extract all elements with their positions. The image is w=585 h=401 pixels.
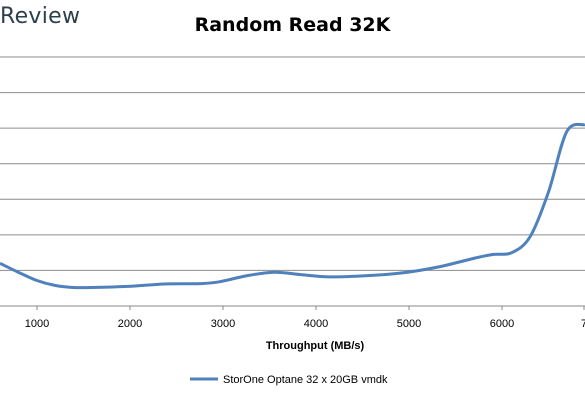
gridlines [0,56,585,307]
chart-title: Random Read 32K [0,14,585,36]
x-tick-label: 2000 [118,318,142,330]
x-tick-label: 3000 [211,318,235,330]
x-axis-label: Throughput (MB/s) [266,340,365,352]
legend-label: StorOne Optane 32 x 20GB vmdk [223,374,388,386]
chart-title-text: Random Read 32K [194,14,391,36]
x-tick-label: 5000 [397,318,421,330]
x-tick-label: 6000 [490,318,514,330]
x-tick-label: 1000 [25,318,49,330]
x-axis: 1000 2000 3000 4000 5000 6000 7 [25,306,585,330]
brand-logo-text: Review [0,4,81,29]
series-line [0,122,585,290]
x-tick-label: 4000 [304,318,328,330]
series-layer [0,122,585,290]
x-tick-label: 7 [581,318,585,330]
legend: StorOne Optane 32 x 20GB vmdk [190,374,388,386]
